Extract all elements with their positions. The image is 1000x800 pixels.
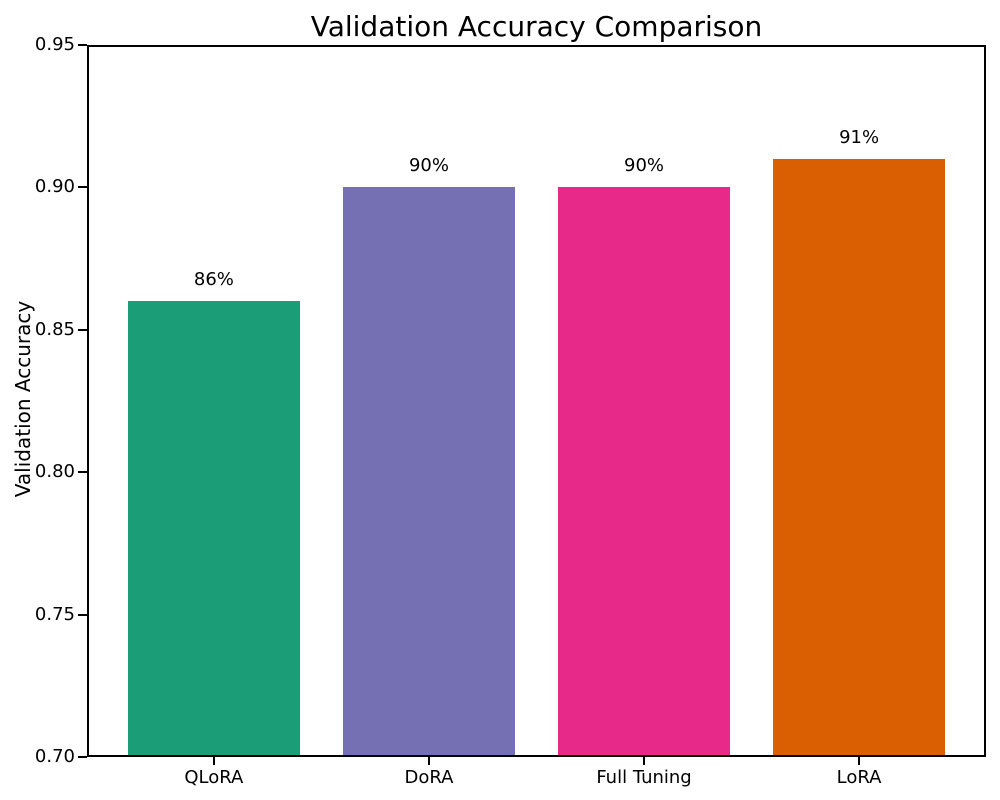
- y-tick-0-85: [78, 328, 87, 331]
- y-tick-0-90: [78, 186, 87, 189]
- bar-value-label-lora: 91%: [839, 126, 880, 148]
- chart-title: Validation Accuracy Comparison: [310, 10, 763, 43]
- x-tick-label-full-tuning: Full Tuning: [596, 767, 692, 788]
- y-tick-label-0-80: 0.80: [34, 461, 75, 483]
- y-axis-label: Validation Accuracy: [11, 300, 35, 498]
- y-tick-0-70: [78, 756, 87, 758]
- bar-value-label-dora: 90%: [408, 155, 449, 177]
- y-tick-0-75: [78, 613, 87, 616]
- y-tick-label-0-90: 0.90: [34, 176, 75, 198]
- y-tick-0-95: [78, 44, 87, 46]
- bar-value-label-full-tuning: 90%: [624, 155, 665, 177]
- bar-dora: [342, 187, 515, 757]
- y-tick-label-0-75: 0.75: [34, 603, 75, 625]
- x-tick-label-qlora: QLoRA: [184, 767, 244, 788]
- x-tick-lora: [858, 757, 861, 765]
- bar-lora: [773, 158, 946, 757]
- bar-qlora: [127, 301, 300, 757]
- x-tick-label-dora: DoRA: [404, 767, 454, 788]
- x-tick-dora: [427, 757, 430, 765]
- x-tick-label-lora: LoRA: [836, 767, 882, 788]
- y-tick-label-0-85: 0.85: [34, 318, 75, 340]
- y-tick-label-0-70: 0.70: [34, 746, 75, 767]
- y-tick-0-80: [78, 471, 87, 474]
- x-tick-qlora: [212, 757, 215, 765]
- bar-value-label-qlora: 86%: [193, 269, 234, 291]
- bar-full-tuning: [558, 187, 731, 757]
- x-tick-full-tuning: [643, 757, 646, 765]
- y-tick-label-0-95: 0.95: [34, 34, 75, 55]
